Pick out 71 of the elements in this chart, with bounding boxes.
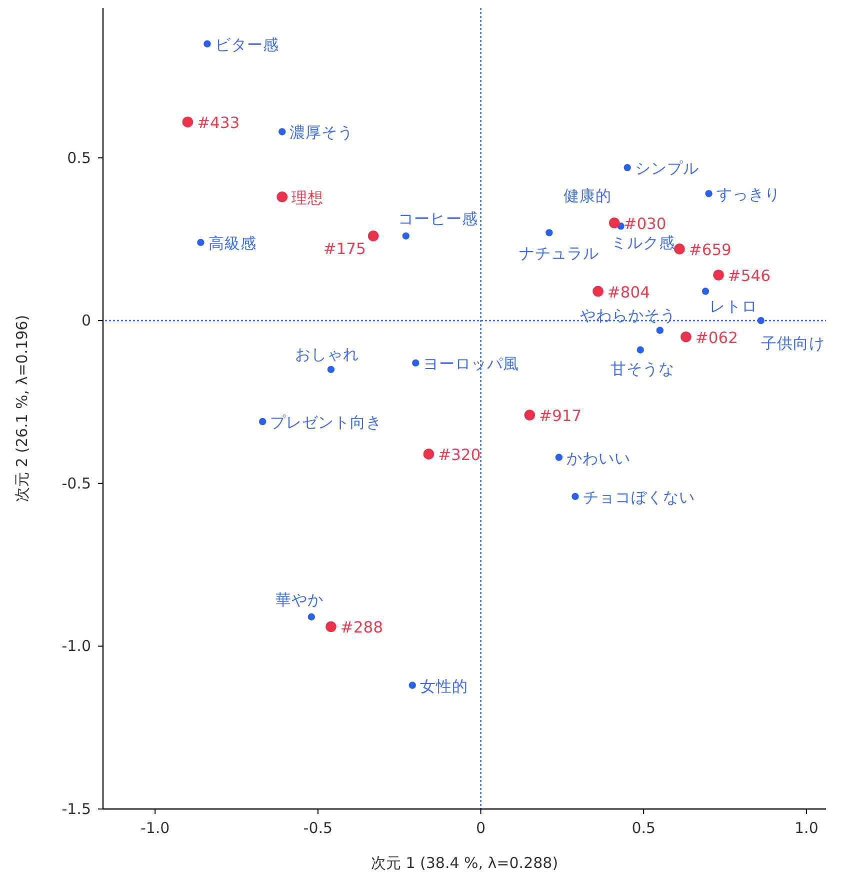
annotation: コーヒー感	[398, 210, 478, 228]
annotation: プレゼント向き	[270, 414, 382, 432]
annotation: 濃厚そう	[290, 124, 354, 142]
point	[278, 128, 286, 136]
annotation: 華やか	[275, 590, 324, 609]
point	[402, 232, 410, 240]
annotation: おしゃれ	[294, 345, 359, 364]
annotation: シンプル	[634, 160, 699, 178]
point	[680, 331, 692, 342]
point	[624, 164, 631, 172]
annotation: かわいい	[566, 449, 631, 468]
point	[572, 492, 579, 500]
annotation: ヨーロッパ風	[423, 354, 520, 373]
point	[258, 418, 266, 426]
point	[656, 326, 664, 334]
point	[555, 454, 563, 461]
annotation: #030	[624, 214, 666, 233]
point	[546, 229, 553, 236]
annotation: 子供向け	[760, 334, 825, 353]
y-tick-label: -1.5	[62, 800, 91, 818]
x-tick-label: -1.0	[140, 819, 170, 837]
annotation: ナチュラル	[519, 244, 600, 263]
x-tick-label: 1.0	[794, 819, 818, 837]
annotation: 理想	[292, 188, 324, 207]
x-tick-label: -0.5	[303, 819, 333, 837]
point	[326, 621, 336, 632]
annotation: 健康的	[564, 186, 612, 205]
point	[705, 190, 712, 198]
y-tick-label: -0.5	[62, 474, 91, 492]
annotation: ミルク感	[610, 234, 675, 252]
point	[608, 218, 620, 228]
point	[757, 316, 764, 324]
point	[204, 40, 211, 48]
point	[327, 366, 335, 374]
point	[197, 238, 204, 246]
annotation: 高級感	[208, 234, 256, 252]
annotation: #659	[688, 240, 732, 259]
point	[636, 346, 644, 354]
annotation: 甘そうな	[610, 360, 674, 378]
point	[592, 286, 604, 297]
y-tick-label: 0	[81, 312, 91, 330]
point	[368, 230, 379, 242]
annotation: #917	[539, 407, 582, 426]
annotation: #062	[695, 328, 738, 347]
annotation: ビター感	[214, 36, 279, 54]
point	[674, 244, 685, 254]
annotation: チョコぼくない	[582, 488, 695, 506]
annotation: すっきり	[716, 186, 780, 204]
x-axis-title: 次元 1 (38.4 %, λ=0.288)	[370, 854, 558, 872]
y-axis-title: 次元 2 (26.1 %, λ=0.196)	[13, 314, 31, 502]
point	[408, 682, 416, 689]
point	[713, 270, 724, 280]
annotation: #433	[197, 114, 240, 132]
annotation: レトロ	[710, 297, 758, 316]
point	[308, 613, 316, 620]
point	[412, 359, 420, 367]
y-tick-label: -1.0	[62, 637, 91, 656]
x-tick-label: 0	[476, 819, 486, 837]
annotation: #320	[438, 446, 481, 464]
annotation: 女性的	[420, 677, 468, 696]
annotation: #804	[607, 283, 650, 302]
y-tick-label: 0.5	[67, 148, 91, 167]
x-tick-label: 0.5	[632, 819, 656, 837]
point	[182, 116, 194, 128]
annotation: #546	[728, 267, 771, 285]
point	[423, 448, 434, 460]
point	[702, 288, 710, 295]
annotation: #288	[340, 618, 383, 637]
point	[524, 410, 536, 420]
point	[276, 191, 288, 202]
annotation: #175	[323, 240, 366, 258]
